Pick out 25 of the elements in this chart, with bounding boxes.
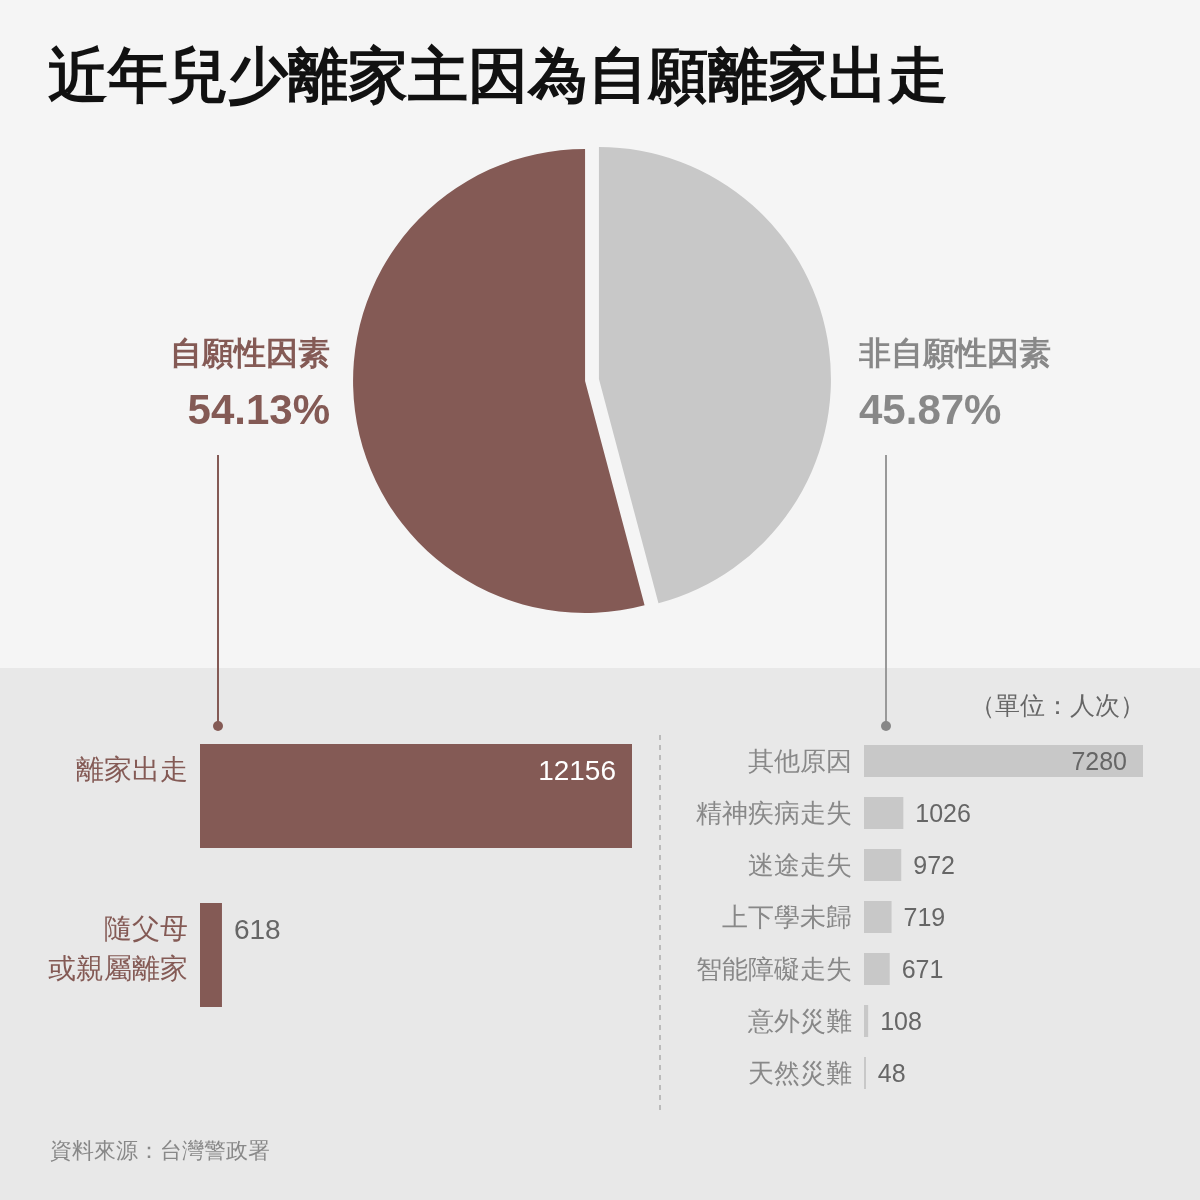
chart-title: 近年兒少離家主因為自願離家出走 (48, 42, 948, 109)
data-label: 618 (233, 914, 281, 945)
data-label: 1026 (915, 799, 971, 827)
source-note: 資料來源：台灣警政署 (50, 1138, 270, 1163)
y-tick-label: 天然災難 (748, 1058, 852, 1089)
data-label: 671 (901, 955, 944, 983)
y-tick-label: 精神疾病走失 (696, 798, 852, 829)
y-tick-label: 離家出走 (76, 754, 188, 786)
data-label: 45.87% (859, 386, 1002, 433)
y-tick-label: 迷途走失 (748, 850, 852, 881)
chart-subtitle: （單位：人次） (970, 691, 1145, 719)
data-label: 54.13% (187, 386, 330, 433)
slice-label: 自願性因素 (170, 335, 330, 371)
data-label: 972 (913, 851, 955, 879)
data-label: 12156 (538, 755, 616, 786)
y-tick-label: 其他原因 (748, 746, 852, 777)
slice-label: 非自願性因素 (858, 335, 1051, 371)
y-tick-label: 智能障礙走失 (696, 954, 852, 985)
y-tick-label: 意外災難 (747, 1006, 852, 1037)
y-tick-label: 上下學未歸 (722, 902, 852, 933)
data-label: 108 (880, 1007, 922, 1035)
data-label: 7280 (1071, 747, 1127, 775)
data-label: 48 (877, 1059, 906, 1087)
data-label: 719 (903, 903, 946, 931)
y-tick-label: 隨父母或親屬離家 (48, 913, 188, 985)
